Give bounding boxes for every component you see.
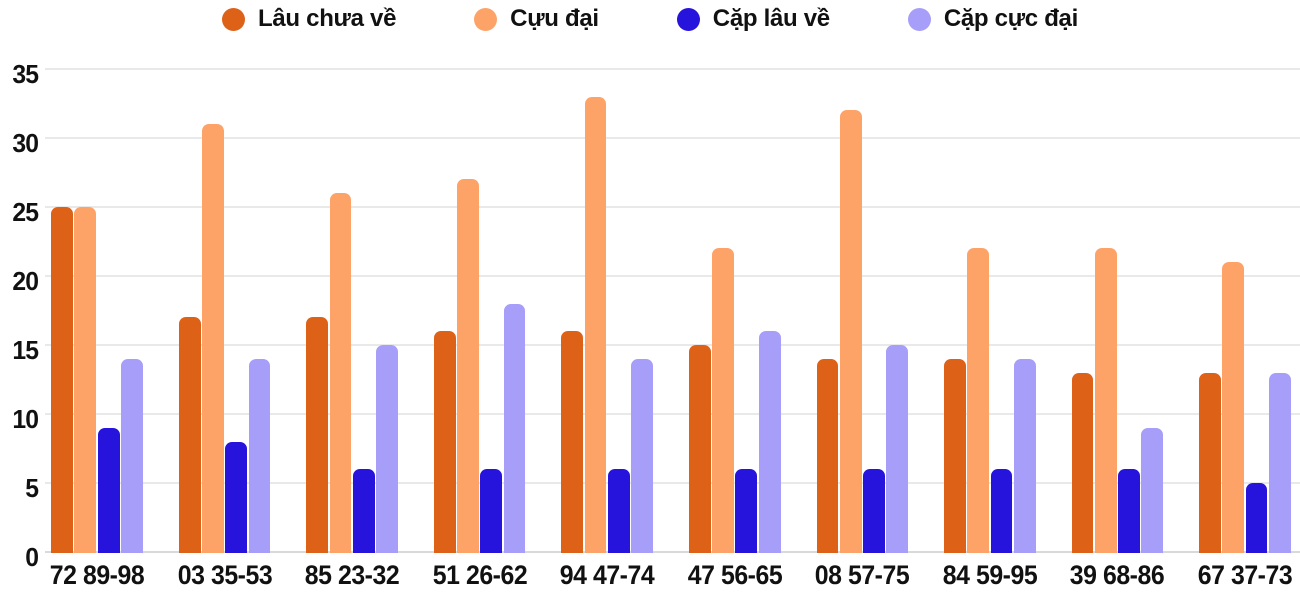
legend-label: Cựu đại — [510, 5, 599, 32]
y-axis-tick-label: 5 — [25, 473, 39, 503]
x-axis-category-label: 72 89-98 — [49, 560, 145, 590]
bar-lâu-chưa-về-67-37-73 — [1199, 372, 1221, 553]
gridline-y-30 — [45, 137, 1300, 139]
bar-lâu-chưa-về-94-47-74 — [561, 331, 584, 553]
bar-lâu-chưa-về-51-26-62 — [433, 331, 456, 553]
y-axis-tick-label: 15 — [12, 335, 39, 365]
bar-lâu-chưa-về-08-57-75 — [816, 358, 839, 553]
bar-cặp-cực-đại-84-59-95 — [1013, 358, 1036, 553]
bar-cặp-cực-đại-47-56-65 — [758, 331, 781, 553]
bar-cựu-đại-67-37-73 — [1222, 262, 1245, 553]
legend-color-marker — [907, 7, 931, 31]
bar-cặp-lâu-về-72-89-98 — [97, 427, 120, 553]
bar-cặp-lâu-về-47-56-65 — [735, 469, 758, 553]
bar-lâu-chưa-về-85-23-32 — [306, 317, 329, 553]
bar-cặp-cực-đại-39-68-86 — [1141, 427, 1164, 553]
bar-cựu-đại-85-23-32 — [329, 193, 352, 553]
legend-color-marker — [474, 7, 498, 31]
y-axis-tick-label: 20 — [12, 266, 39, 296]
legend-item-cặp-lâu-về[interactable]: Cặp lâu về — [676, 5, 830, 33]
legend-label: Lâu chưa về — [258, 5, 397, 32]
legend-item-lâu-chưa-về[interactable]: Lâu chưa về — [222, 5, 396, 33]
x-axis-category-label: 84 59-95 — [942, 560, 1038, 590]
gridline-y-20 — [45, 275, 1300, 277]
legend-color-marker — [222, 7, 246, 31]
legend-label: Cặp lâu về — [712, 5, 830, 32]
bar-cựu-đại-47-56-65 — [712, 248, 735, 553]
bar-cặp-lâu-về-03-35-53 — [225, 441, 248, 553]
x-axis-category-label: 47 56-65 — [687, 560, 783, 590]
legend-item-cặp-cực-đại[interactable]: Cặp cực đại — [907, 5, 1078, 33]
bar-cặp-lâu-về-51-26-62 — [480, 469, 503, 553]
gridline-y-5 — [45, 482, 1300, 484]
y-axis-tick-label: 25 — [12, 197, 39, 227]
x-axis-category-label: 03 35-53 — [177, 560, 272, 590]
y-axis-tick-label: 30 — [12, 128, 39, 158]
bar-lâu-chưa-về-03-35-53 — [178, 317, 201, 553]
gridline-y-15 — [45, 344, 1300, 346]
x-axis-category-label: 08 57-75 — [815, 560, 910, 590]
bar-lâu-chưa-về-84-59-95 — [944, 358, 966, 553]
bar-cựu-đại-03-35-53 — [202, 124, 224, 553]
bar-cặp-lâu-về-94-47-74 — [607, 469, 630, 553]
bar-cặp-cực-đại-94-47-74 — [631, 358, 653, 553]
x-axis-category-label: 39 68-86 — [1070, 560, 1165, 590]
y-axis-tick-label: 10 — [12, 404, 39, 434]
gridline-y-35 — [45, 68, 1300, 70]
x-axis-category-label: 94 47-74 — [559, 560, 655, 590]
bar-lâu-chưa-về-47-56-65 — [688, 345, 711, 553]
gridline-y-10 — [45, 413, 1300, 415]
y-axis-tick-label: 0 — [25, 542, 39, 572]
bar-cặp-cực-đại-67-37-73 — [1268, 372, 1291, 553]
y-axis-tick-label: 35 — [12, 59, 39, 89]
gridline-y-25 — [45, 206, 1300, 208]
legend-item-cựu-đại[interactable]: Cựu đại — [474, 5, 599, 33]
bar-cặp-lâu-về-39-68-86 — [1118, 469, 1140, 553]
bar-cựu-đại-94-47-74 — [584, 96, 607, 553]
bar-cặp-lâu-về-67-37-73 — [1245, 483, 1268, 553]
bar-cặp-lâu-về-85-23-32 — [352, 469, 375, 553]
bar-cặp-cực-đại-03-35-53 — [248, 358, 271, 553]
bar-cặp-lâu-về-84-59-95 — [990, 469, 1013, 553]
bar-cặp-cực-đại-08-57-75 — [886, 345, 909, 553]
bar-cựu-đại-39-68-86 — [1094, 248, 1117, 553]
bar-lâu-chưa-về-39-68-86 — [1071, 372, 1094, 553]
bar-cựu-đại-51-26-62 — [457, 179, 479, 553]
legend-label: Cặp cực đại — [943, 5, 1078, 32]
x-axis-category-label: 85 23-32 — [304, 560, 400, 590]
chart-legend: Lâu chưa về Cựu đại Cặp lâu về Cặp cực đại — [0, 5, 1300, 33]
x-axis-category-label: 51 26-62 — [432, 560, 527, 590]
x-axis-category-label: 67 37-73 — [1197, 560, 1293, 590]
bar-cặp-lâu-về-08-57-75 — [863, 469, 885, 553]
bar-cặp-cực-đại-51-26-62 — [503, 303, 526, 553]
bar-cựu-đại-84-59-95 — [967, 248, 990, 553]
bar-cựu-đại-08-57-75 — [839, 110, 862, 553]
bar-cựu-đại-72-89-98 — [74, 207, 97, 553]
bar-lâu-chưa-về-72-89-98 — [51, 207, 74, 553]
bar-cặp-cực-đại-72-89-98 — [120, 358, 143, 553]
bar-cặp-cực-đại-85-23-32 — [376, 345, 398, 553]
x-axis-line — [45, 551, 1300, 553]
legend-color-marker — [676, 7, 700, 31]
